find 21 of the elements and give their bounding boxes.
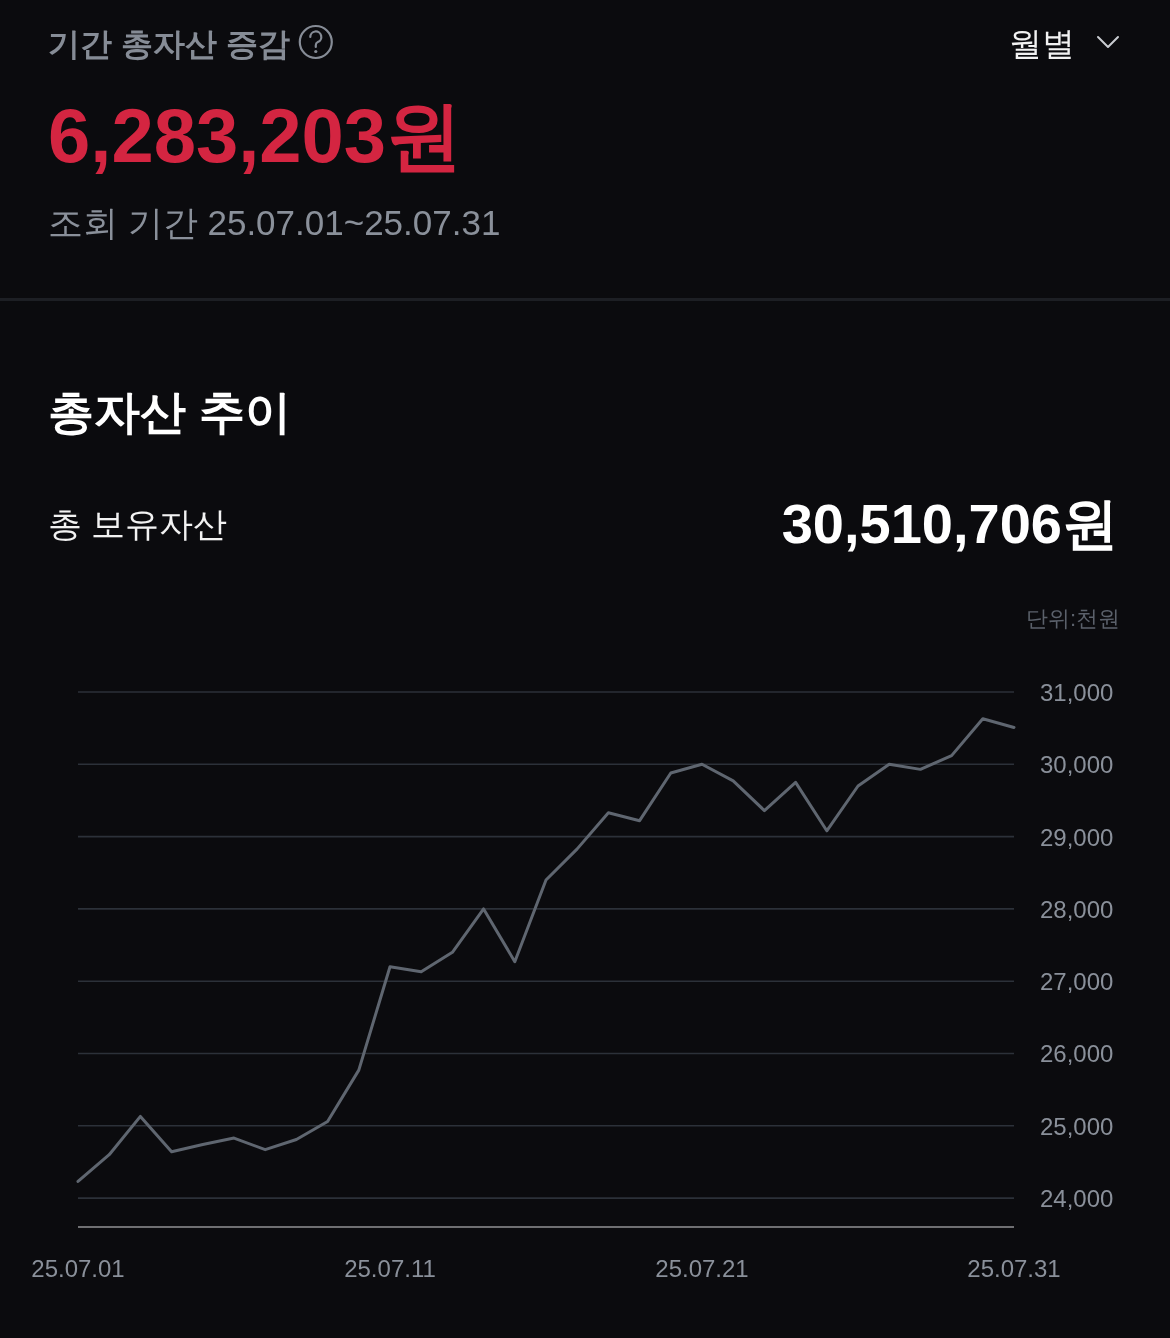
y-tick-label: 25,000 — [1040, 1112, 1114, 1140]
y-tick-label: 24,000 — [1040, 1184, 1114, 1212]
y-tick-label: 30,000 — [1040, 750, 1114, 778]
x-tick-label: 25.07.21 — [655, 1255, 749, 1282]
x-tick-label: 25.07.31 — [967, 1255, 1061, 1282]
line-series — [76, 717, 1016, 1183]
y-tick-label: 31,000 — [1040, 678, 1114, 706]
text: 조회 기간 25.07.01~25.07.31 — [48, 203, 501, 242]
y-axis-title: 단위:천원 — [1025, 606, 1120, 631]
text: 기간 총자산 증감 — [48, 26, 290, 62]
y-tick-label: 27,000 — [1040, 967, 1114, 995]
chart-title: 총자산 추이 — [48, 386, 291, 438]
text: 30,510,706원 — [781, 492, 1118, 555]
x-tick-label: 25.07.11 — [344, 1255, 436, 1282]
text: 6,283,203원 — [48, 93, 463, 178]
text: 총 보유자산 — [48, 505, 228, 543]
y-tick-label: 29,000 — [1040, 823, 1114, 851]
text: 월별 — [1009, 25, 1075, 62]
x-tick-label: 25.07.01 — [31, 1255, 125, 1282]
y-tick-label: 26,000 — [1040, 1039, 1114, 1067]
y-tick-label: 28,000 — [1040, 895, 1114, 923]
